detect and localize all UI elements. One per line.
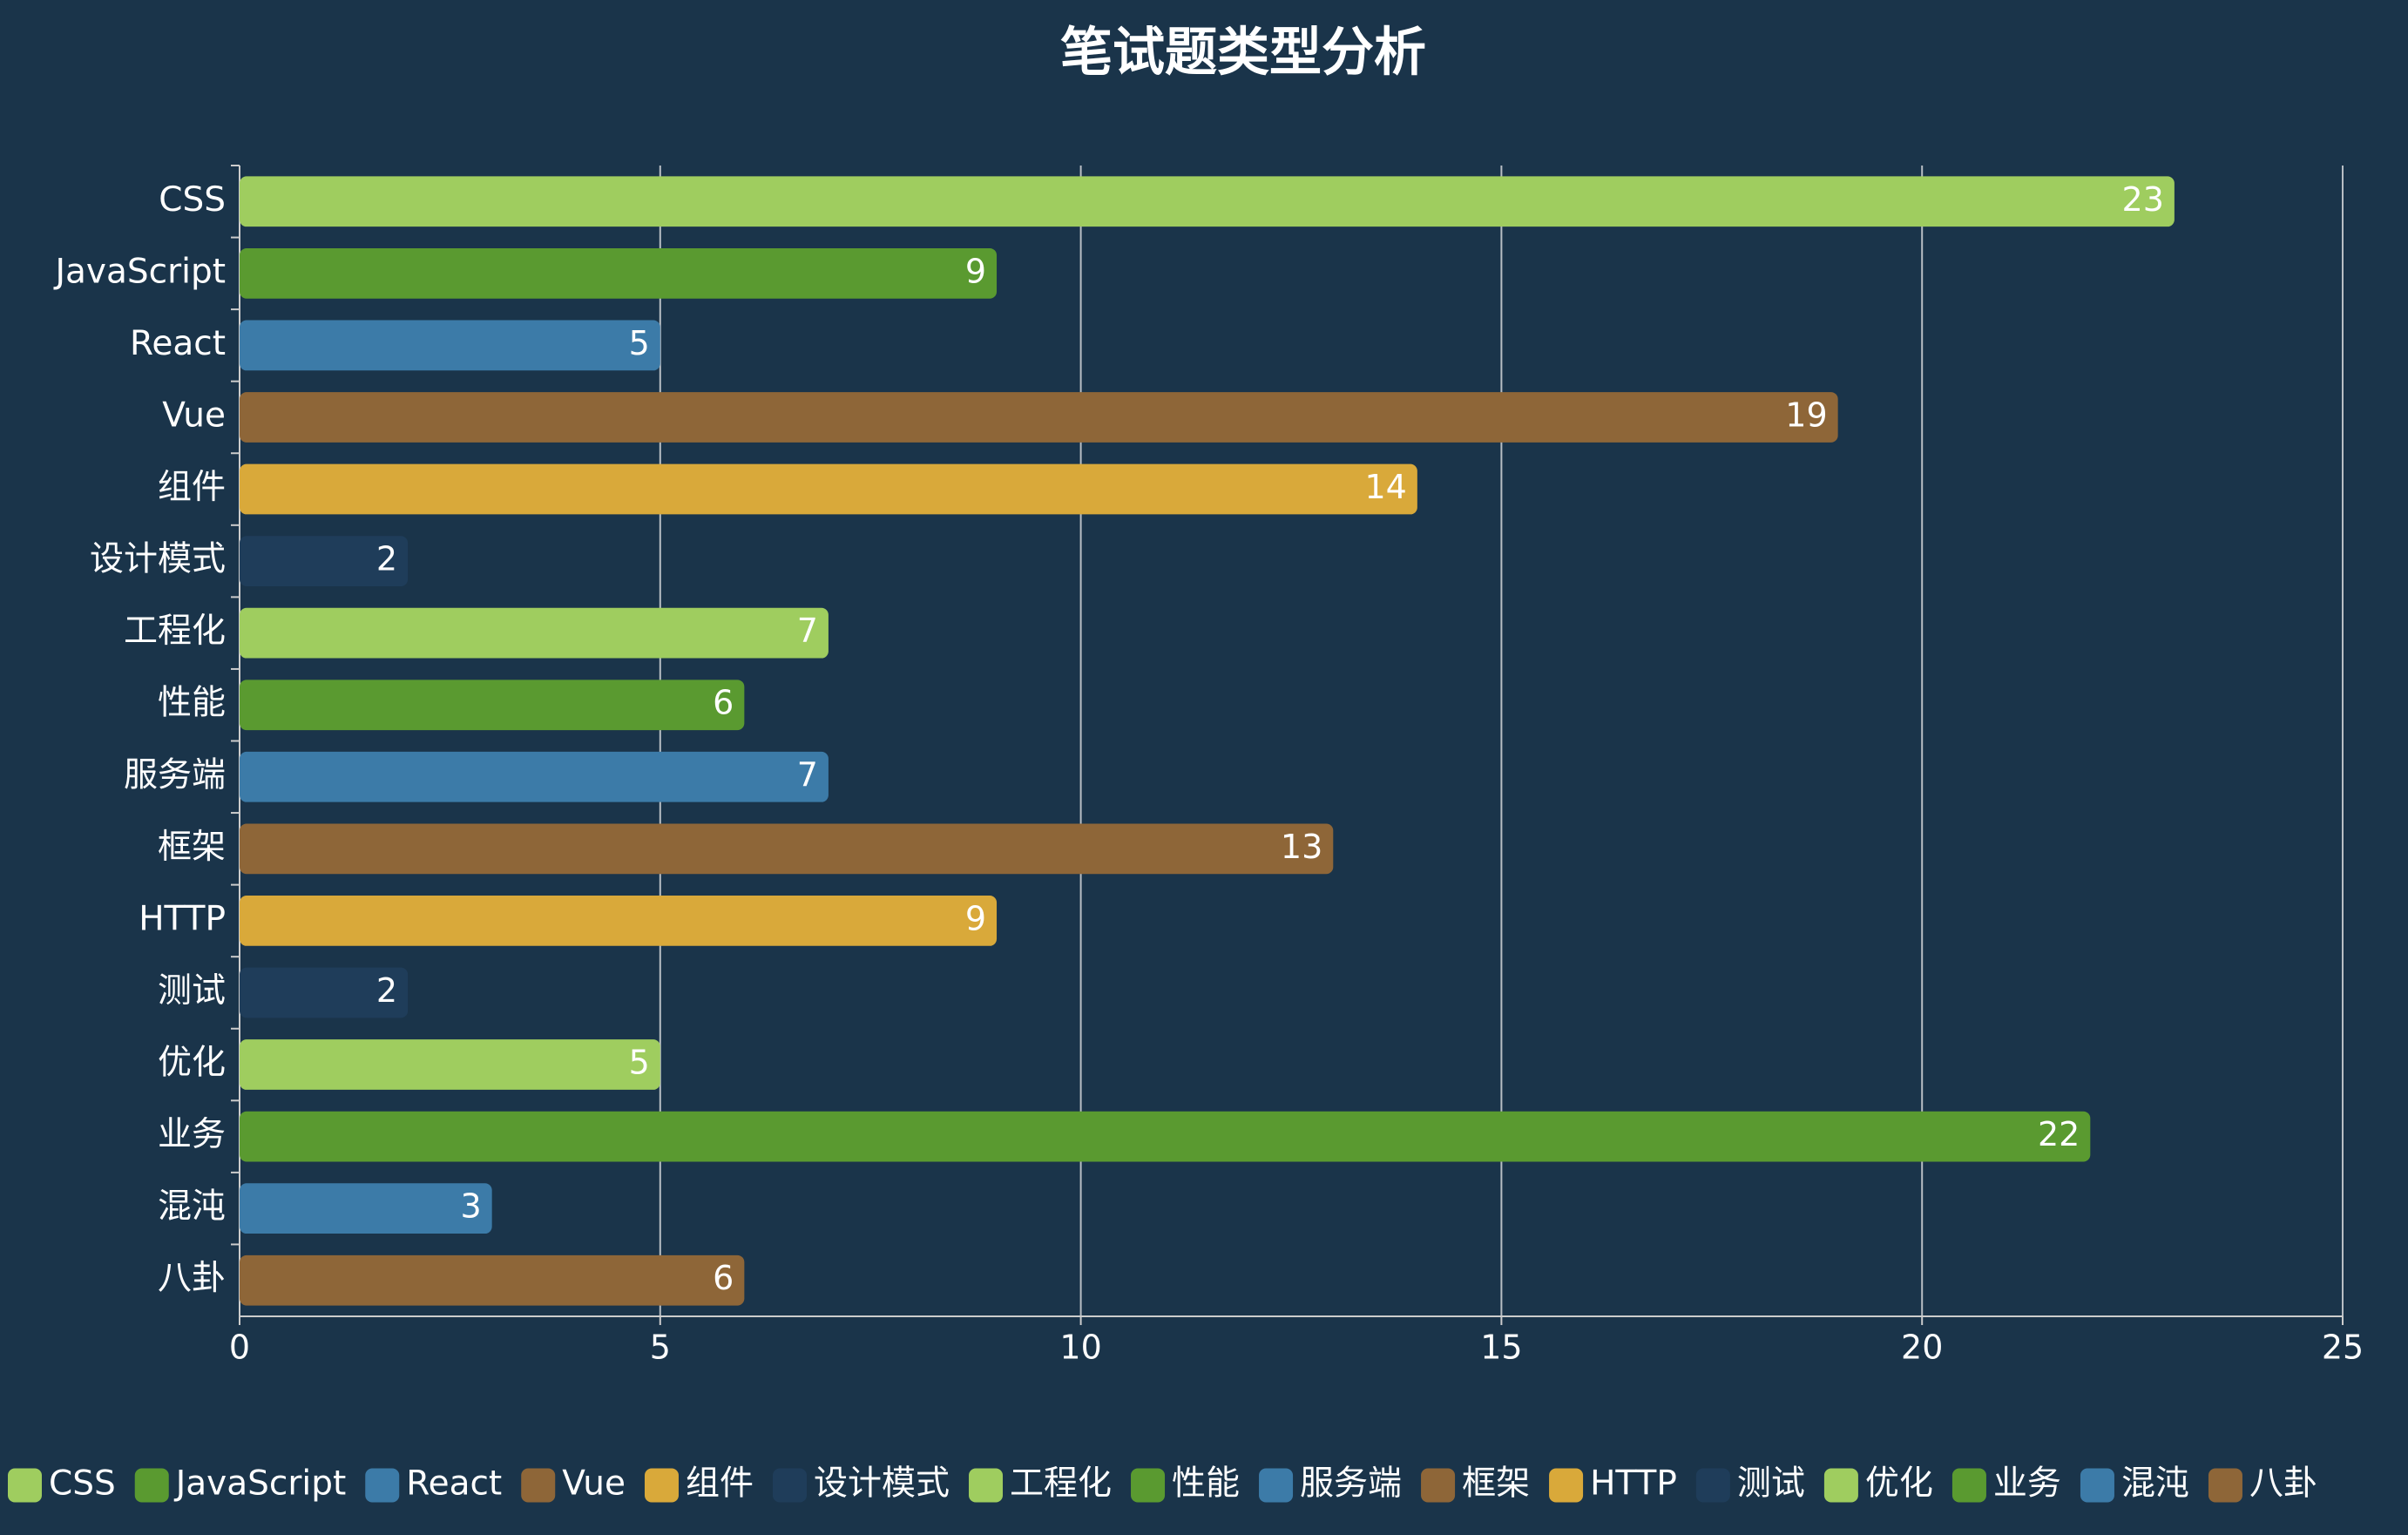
y-tick-label: Vue <box>162 396 226 435</box>
value-label: 2 <box>376 540 397 578</box>
bar <box>240 392 1838 443</box>
value-label: 23 <box>2122 180 2164 219</box>
value-label: 13 <box>1281 828 1322 866</box>
legend-label: 服务端 <box>1300 1464 1402 1504</box>
bar <box>240 320 660 371</box>
legend-swatch <box>1823 1468 1858 1503</box>
legend-label: 混沌 <box>2121 1464 2189 1504</box>
bar <box>240 607 829 659</box>
legend-label: 组件 <box>686 1464 754 1504</box>
legend-swatch <box>2208 1468 2242 1503</box>
legend-swatch <box>773 1468 807 1503</box>
value-label: 6 <box>713 684 734 722</box>
y-tick-label: CSS <box>159 180 226 220</box>
x-tick-label: 5 <box>650 1329 671 1367</box>
legend-label: 八卦 <box>2249 1464 2317 1504</box>
legend-label: CSS <box>49 1464 116 1504</box>
bar <box>240 967 409 1018</box>
value-label: 9 <box>965 252 986 290</box>
y-tick-label: 性能 <box>158 684 226 723</box>
legend-label: Vue <box>562 1464 626 1504</box>
bar <box>240 463 1417 515</box>
legend-swatch <box>644 1468 679 1503</box>
legend-swatch <box>1421 1468 1456 1503</box>
y-tick-label: HTTP <box>139 899 226 938</box>
bar <box>240 896 998 946</box>
legend-label: 优化 <box>1865 1464 1933 1504</box>
y-tick-label: JavaScript <box>53 252 227 291</box>
bar <box>240 751 829 802</box>
legend-swatch <box>1131 1468 1166 1503</box>
y-tick-label: 测试 <box>158 971 226 1011</box>
bar <box>240 176 2175 227</box>
bar <box>240 536 409 586</box>
bar <box>240 1254 745 1306</box>
y-tick-label: 服务端 <box>124 755 226 795</box>
legend-swatch <box>1695 1468 1730 1503</box>
x-tick-label: 15 <box>1480 1329 1522 1367</box>
bar <box>240 1039 660 1090</box>
legend-swatch <box>1549 1468 1584 1503</box>
legend-swatch <box>134 1468 169 1503</box>
legend-label: 工程化 <box>1010 1464 1112 1504</box>
value-label: 5 <box>629 1044 650 1082</box>
bar <box>240 1183 492 1234</box>
legend-label: 测试 <box>1737 1464 1805 1504</box>
bar <box>240 823 1334 875</box>
legend-label: 业务 <box>1993 1464 2061 1504</box>
legend-label: JavaScript <box>173 1464 347 1504</box>
chart-title: 笔试题类型分析 <box>1060 23 1426 84</box>
legend-swatch <box>1259 1468 1294 1503</box>
legend-label: 框架 <box>1462 1464 1530 1504</box>
legend-label: 设计模式 <box>814 1464 950 1504</box>
value-label: 7 <box>797 755 818 794</box>
value-label: 14 <box>1364 468 1406 506</box>
y-tick-label: 设计模式 <box>90 540 226 579</box>
value-label: 5 <box>629 324 650 362</box>
legend-label: React <box>406 1464 502 1504</box>
legend-swatch <box>8 1468 42 1503</box>
bar <box>240 247 998 299</box>
y-tick-label: React <box>130 324 226 363</box>
x-tick-label: 25 <box>2322 1329 2364 1367</box>
bar <box>240 1111 2091 1162</box>
value-label: 19 <box>1785 396 1827 434</box>
y-tick-label: 组件 <box>158 468 226 507</box>
x-tick-label: 20 <box>1901 1329 1943 1367</box>
y-tick-label: 框架 <box>158 828 226 867</box>
y-tick-label: 优化 <box>158 1044 226 1083</box>
legend-swatch <box>1951 1468 1986 1503</box>
value-label: 22 <box>2038 1115 2080 1153</box>
x-tick-label: 0 <box>229 1329 250 1367</box>
bar <box>240 680 745 731</box>
y-tick-label: 业务 <box>158 1115 226 1154</box>
x-tick-label: 10 <box>1059 1329 1101 1367</box>
y-tick-label: 混沌 <box>158 1187 226 1227</box>
legend: CSS JavaScript React Vue 组件 设计模式 工程化 性能 服务端 框架 HTT… <box>8 1464 2317 1504</box>
legend-label: 性能 <box>1172 1464 1240 1504</box>
legend-label: HTTP <box>1590 1464 1677 1504</box>
legend-swatch <box>365 1468 400 1503</box>
y-tick-label: 工程化 <box>124 612 226 651</box>
value-label: 6 <box>713 1259 734 1297</box>
value-label: 7 <box>797 612 818 650</box>
legend-swatch <box>2080 1468 2114 1503</box>
legend-swatch <box>521 1468 556 1503</box>
y-tick-label: 八卦 <box>158 1259 226 1298</box>
legend-swatch <box>969 1468 1004 1503</box>
value-label: 9 <box>965 899 986 937</box>
value-label: 2 <box>376 971 397 1010</box>
value-label: 3 <box>460 1187 481 1226</box>
